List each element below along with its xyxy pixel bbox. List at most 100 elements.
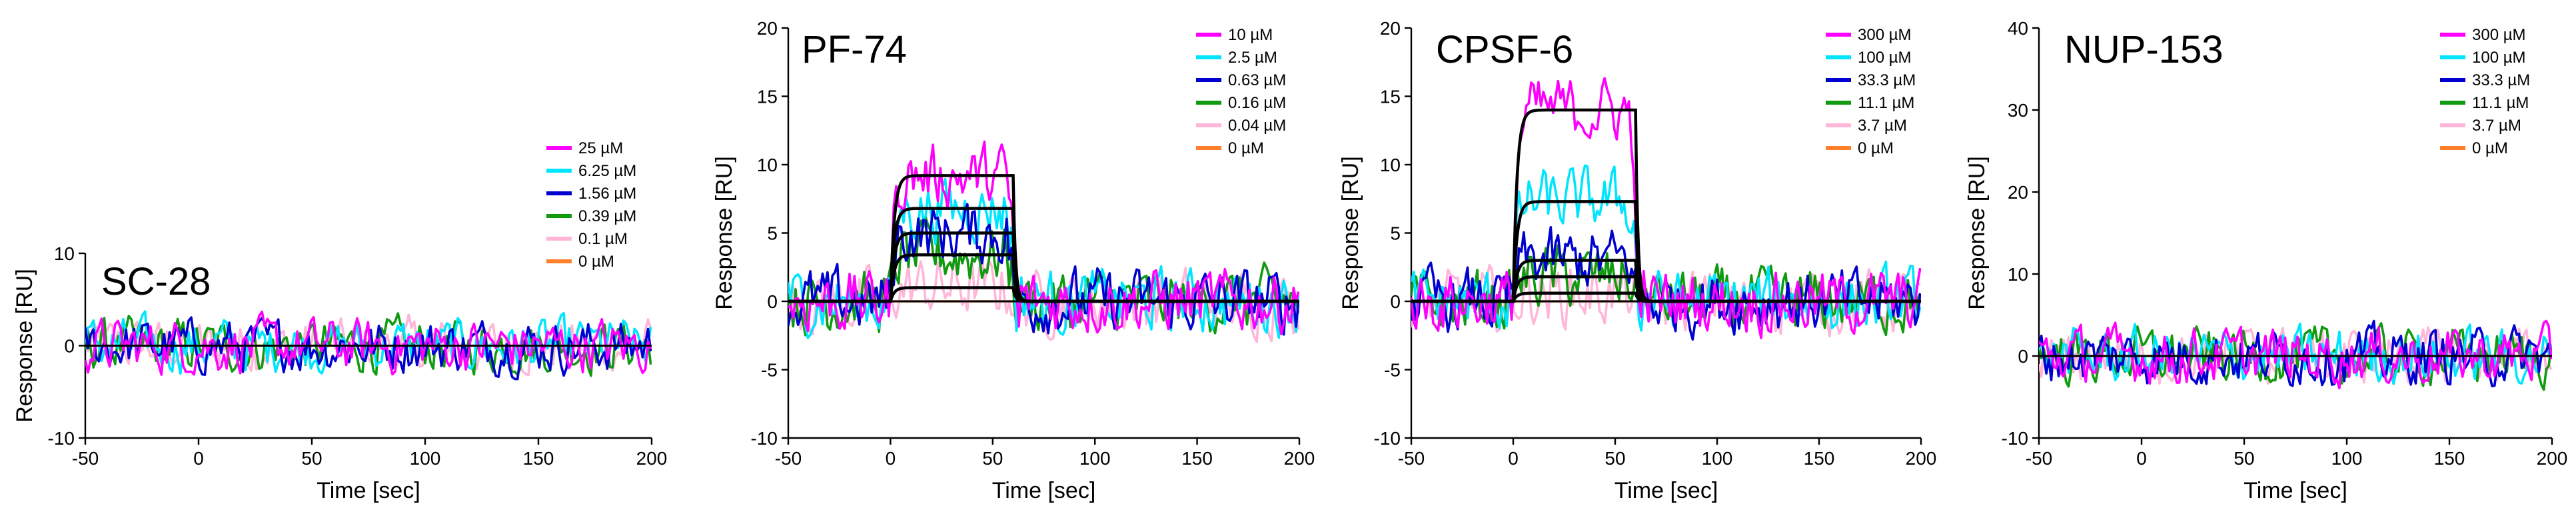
y-axis-title: Response [RU]: [12, 269, 37, 423]
chart-panel-4: -50 0 50 100 150 200 -10 0 10 20 30 40 Time [sec] Res…: [1964, 18, 2567, 503]
trace-blue: [2039, 319, 2552, 388]
y-tick-label: 0: [767, 291, 778, 312]
legend-label: 1.56 µM: [578, 185, 636, 203]
x-tick-label: 0: [2136, 448, 2147, 469]
trace-magenta: [2039, 319, 2552, 390]
panel-title: CPSF-6: [1436, 28, 1573, 71]
fit-curve: [788, 286, 1299, 303]
y-tick-label: 15: [757, 87, 778, 107]
legend-label: 0 µM: [1228, 139, 1264, 157]
legend-label: 11.1 µM: [1858, 94, 1914, 112]
y-tick-label: 10: [757, 155, 778, 175]
legend-label: 10 µM: [1228, 26, 1273, 44]
x-tick-label: 150: [1804, 448, 1835, 469]
legend-label: 11.1 µM: [2472, 94, 2529, 112]
legend-label: 0 µM: [2472, 139, 2508, 157]
x-tick-label: 200: [2537, 448, 2568, 469]
legend-label: 300 µM: [1858, 26, 1912, 44]
y-axis-title: Response [RU]: [1338, 156, 1363, 310]
legend-label: 0.16 µM: [1228, 94, 1286, 112]
legend-label: 100 µM: [1858, 49, 1912, 67]
trace-cyan: [788, 177, 1299, 339]
trace-magenta: [1411, 77, 1921, 339]
x-tick-label: 200: [1284, 448, 1315, 469]
x-tick-label: 0: [886, 448, 896, 469]
legend-label: 300 µM: [2472, 26, 2526, 44]
y-tick-label: 5: [1390, 223, 1401, 244]
x-tick-label: 150: [523, 448, 554, 469]
y-axis-title: Response [RU]: [712, 156, 737, 310]
legend-label: 25 µM: [578, 139, 623, 157]
x-axis-title: Time [sec]: [2244, 478, 2347, 503]
legend-label: 6.25 µM: [578, 162, 636, 180]
y-tick-label: 20: [757, 18, 778, 39]
y-tick-label: 30: [2008, 100, 2028, 121]
x-tick-label: 50: [301, 448, 322, 469]
x-axis-title: Time [sec]: [1614, 478, 1718, 503]
x-tick-label: 50: [1605, 448, 1625, 469]
legend: 300 µM 100 µM 33.3 µM 11.1 µM 3.7 µM 0 µM: [1826, 26, 1916, 157]
legend: 300 µM 100 µM 33.3 µM 11.1 µM 3.7 µM 0 µM: [2440, 26, 2530, 157]
panel-title: SC-28: [101, 260, 211, 303]
legend-label: 0 µM: [1858, 139, 1894, 157]
x-tick-label: 150: [1181, 448, 1213, 469]
legend-label: 0.04 µM: [1228, 117, 1286, 135]
legend-label: 100 µM: [2472, 49, 2526, 67]
fit-curve: [1411, 291, 1921, 303]
y-tick-label: 5: [767, 223, 778, 244]
y-tick-label: 10: [1380, 155, 1401, 175]
legend-label: 33.3 µM: [2472, 71, 2530, 89]
legend-label: 0.1 µM: [578, 230, 628, 248]
x-tick-label: 100: [410, 448, 441, 469]
plot-area: [2039, 319, 2552, 391]
x-axis-title: Time [sec]: [992, 478, 1096, 503]
y-tick-label: 0: [64, 336, 75, 357]
x-tick-label: 0: [193, 448, 204, 469]
legend-label: 3.7 µM: [2472, 117, 2521, 135]
y-tick-label: -10: [48, 428, 75, 449]
y-tick-label: -10: [751, 428, 778, 449]
x-tick-label: 0: [1508, 448, 1519, 469]
y-tick-label: 20: [1380, 18, 1401, 39]
y-tick-label: 20: [2008, 182, 2028, 203]
x-tick-label: 100: [2331, 448, 2363, 469]
x-tick-label: -50: [72, 448, 99, 469]
y-axis-title: Response [RU]: [1964, 156, 1990, 310]
plot-area: [85, 310, 652, 381]
legend-label: 3.7 µM: [1858, 117, 1907, 135]
legend: 25 µM 6.25 µM 1.56 µM 0.39 µM 0.1 µM 0 µM: [546, 139, 636, 271]
x-tick-label: -50: [775, 448, 802, 469]
x-tick-label: 50: [982, 448, 1003, 469]
x-tick-label: 100: [1702, 448, 1733, 469]
y-tick-label: 10: [54, 243, 75, 264]
x-axis-title: Time [sec]: [317, 478, 420, 503]
y-tick-label: 40: [2008, 18, 2028, 39]
plot-area: [788, 140, 1299, 343]
plot-area: [1411, 77, 1921, 341]
x-tick-label: -50: [2026, 448, 2052, 469]
trace-green: [1411, 244, 1921, 337]
x-tick-label: 200: [636, 448, 668, 469]
x-tick-label: 100: [1079, 448, 1111, 469]
y-tick-label: -10: [2002, 428, 2028, 449]
legend-label: 0.63 µM: [1228, 71, 1286, 89]
legend-label: 33.3 µM: [1858, 71, 1916, 89]
x-tick-label: 50: [2234, 448, 2254, 469]
legend-label: 0.39 µM: [578, 207, 636, 225]
y-tick-label: -10: [1374, 428, 1401, 449]
legend-label: 0 µM: [578, 253, 614, 271]
panel-title: NUP-153: [2064, 28, 2224, 71]
y-tick-label: -5: [1384, 360, 1401, 381]
x-tick-label: -50: [1398, 448, 1425, 469]
x-tick-label: 200: [1906, 448, 1937, 469]
legend: 10 µM 2.5 µM 0.63 µM 0.16 µM 0.04 µM 0 µM: [1196, 26, 1286, 157]
chart-panel-1: -50 0 50 100 150 200 -10 0 10 Time [sec] Response …: [12, 139, 667, 503]
y-tick-label: 10: [2008, 264, 2028, 285]
x-tick-label: 150: [2434, 448, 2465, 469]
trace-magenta: [85, 310, 652, 376]
y-tick-label: 0: [1390, 291, 1401, 312]
panel-title: PF-74: [802, 28, 907, 71]
